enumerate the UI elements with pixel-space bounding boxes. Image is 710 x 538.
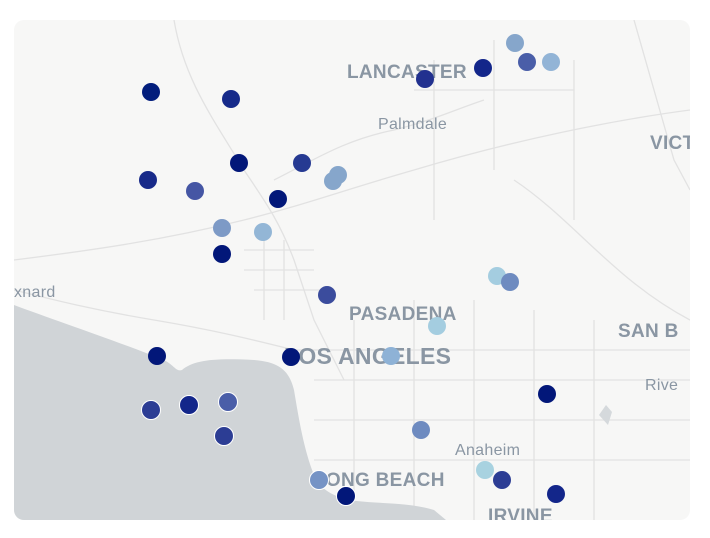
map-marker[interactable] <box>293 154 311 172</box>
map-marker[interactable] <box>318 286 336 304</box>
map-marker[interactable] <box>501 273 519 291</box>
roads <box>14 20 690 520</box>
map-marker[interactable] <box>230 154 248 172</box>
map-marker[interactable] <box>254 223 272 241</box>
map-marker[interactable] <box>213 219 231 237</box>
map-marker[interactable] <box>213 245 231 263</box>
map-marker[interactable] <box>382 347 400 365</box>
map-marker[interactable] <box>428 317 446 335</box>
label-anaheim: Anaheim <box>455 442 521 459</box>
map-marker[interactable] <box>218 392 238 412</box>
map-marker[interactable] <box>538 385 556 403</box>
map-marker[interactable] <box>141 400 161 420</box>
map-marker[interactable] <box>148 347 166 365</box>
map-marker[interactable] <box>518 53 536 71</box>
label-los-angeles: LOS ANGELES <box>284 343 452 369</box>
map-marker[interactable] <box>506 34 524 52</box>
label-lancaster: LANCASTER <box>347 62 467 83</box>
label-san-bernardino: SAN B <box>618 321 679 342</box>
basemap <box>14 20 690 520</box>
label-victorville: VICT <box>650 133 690 154</box>
map-marker[interactable] <box>474 59 492 77</box>
label-palmdale: Palmdale <box>378 116 448 133</box>
map-marker[interactable] <box>186 182 204 200</box>
label-irvine: IRVINE <box>488 506 553 520</box>
map-marker[interactable] <box>142 83 160 101</box>
map-marker[interactable] <box>222 90 240 108</box>
map-marker[interactable] <box>309 470 329 490</box>
map-marker[interactable] <box>493 471 511 489</box>
label-oxnard: xnard <box>14 284 56 301</box>
map-marker[interactable] <box>324 172 342 190</box>
map-marker[interactable] <box>547 485 565 503</box>
label-long-beach: LONG BEACH <box>314 470 445 491</box>
label-riverside: Rive <box>645 377 679 394</box>
map-marker[interactable] <box>269 190 287 208</box>
map-marker[interactable] <box>282 348 300 366</box>
map-marker[interactable] <box>214 426 234 446</box>
map-marker[interactable] <box>179 395 199 415</box>
map-marker[interactable] <box>139 171 157 189</box>
map-marker[interactable] <box>542 53 560 71</box>
map-canvas[interactable]: LANCASTER Palmdale VICT xnard PASADENA L… <box>14 20 690 520</box>
ocean <box>14 305 446 520</box>
map-marker[interactable] <box>336 486 356 506</box>
map-marker[interactable] <box>412 421 430 439</box>
map-marker[interactable] <box>476 461 494 479</box>
map-marker[interactable] <box>416 70 434 88</box>
lake <box>599 405 612 425</box>
